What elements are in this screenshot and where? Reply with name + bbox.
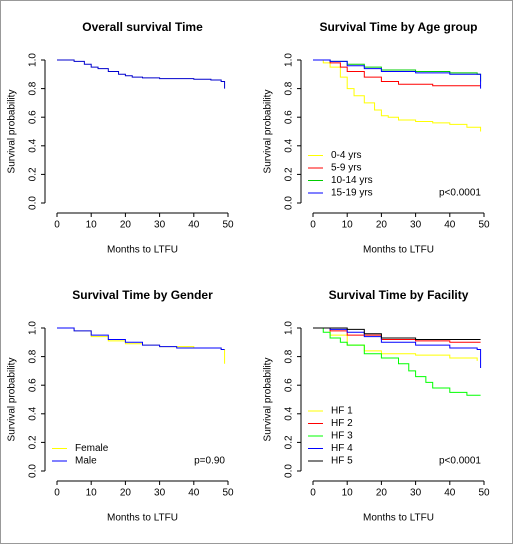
y-tick-label: 0.4 bbox=[284, 406, 295, 420]
x-tick-label: 50 bbox=[222, 220, 234, 231]
y-tick-label: 0.8 bbox=[284, 81, 295, 95]
y-tick-label: 1.0 bbox=[28, 53, 39, 67]
y-tick-label: 0.4 bbox=[28, 406, 39, 420]
legend-label: Male bbox=[75, 456, 97, 467]
y-tick-label: 0.8 bbox=[284, 349, 295, 363]
x-tick-label: 40 bbox=[188, 488, 200, 499]
y-tick-label: 0.0 bbox=[28, 196, 39, 210]
y-tick-label: 0.8 bbox=[28, 349, 39, 363]
x-tick-label: 20 bbox=[376, 220, 388, 231]
y-axis-label: Survival probability bbox=[263, 90, 274, 174]
y-axis-label: Survival probability bbox=[263, 358, 274, 442]
y-tick-label: 0.0 bbox=[284, 196, 295, 210]
survival-curve bbox=[313, 327, 481, 396]
y-tick-label: 0.4 bbox=[28, 138, 39, 152]
x-tick-label: 0 bbox=[310, 220, 316, 231]
x-axis-label: Months to LTFU bbox=[107, 513, 178, 524]
y-tick-label: 0.2 bbox=[28, 435, 39, 449]
x-tick-label: 0 bbox=[54, 220, 60, 231]
x-tick-label: 30 bbox=[154, 488, 166, 499]
legend-label: Female bbox=[75, 443, 109, 454]
x-tick-label: 0 bbox=[54, 488, 60, 499]
x-tick-label: 20 bbox=[120, 488, 132, 499]
legend-label: 15-19 yrs bbox=[331, 188, 373, 199]
x-tick-label: 50 bbox=[222, 488, 234, 499]
y-axis-label: Survival probability bbox=[7, 90, 18, 174]
legend-label: HF 2 bbox=[331, 418, 353, 429]
x-tick-label: 50 bbox=[478, 220, 490, 231]
survival-curve bbox=[313, 327, 482, 369]
survival-curve bbox=[313, 327, 481, 340]
y-axis-label: Survival probability bbox=[7, 358, 18, 442]
y-tick-label: 0.6 bbox=[28, 110, 39, 124]
p-value: p<0.0001 bbox=[439, 456, 481, 467]
x-axis-label: Months to LTFU bbox=[107, 245, 178, 256]
survival-curve bbox=[313, 59, 482, 89]
legend-label: 0-4 yrs bbox=[331, 150, 362, 161]
x-axis-label: Months to LTFU bbox=[363, 245, 434, 256]
x-tick-label: 10 bbox=[342, 220, 354, 231]
y-tick-label: 1.0 bbox=[28, 321, 39, 335]
legend-label: HF 4 bbox=[331, 443, 353, 454]
y-tick-label: 1.0 bbox=[284, 321, 295, 335]
survival-curve bbox=[313, 327, 478, 361]
y-tick-label: 0.2 bbox=[28, 167, 39, 181]
y-tick-label: 0.2 bbox=[284, 435, 295, 449]
legend-label: 10-14 yrs bbox=[331, 175, 373, 186]
x-tick-label: 10 bbox=[342, 488, 354, 499]
y-tick-label: 0.4 bbox=[284, 138, 295, 152]
chart-title: Survival Time by Gender bbox=[72, 288, 213, 302]
x-tick-label: 30 bbox=[410, 220, 422, 231]
x-tick-label: 40 bbox=[444, 488, 456, 499]
x-tick-label: 10 bbox=[86, 220, 98, 231]
legend-label: HF 1 bbox=[331, 406, 353, 417]
p-value: p=0.90 bbox=[194, 456, 225, 467]
x-tick-label: 20 bbox=[376, 488, 388, 499]
x-tick-label: 50 bbox=[478, 488, 490, 499]
y-tick-label: 0.6 bbox=[284, 110, 295, 124]
legend-label: 5-9 yrs bbox=[331, 163, 362, 174]
y-tick-label: 0.6 bbox=[284, 378, 295, 392]
x-tick-label: 40 bbox=[188, 220, 200, 231]
y-tick-label: 0.0 bbox=[284, 464, 295, 478]
chart-title: Survival Time by Facility bbox=[329, 288, 469, 302]
x-tick-label: 30 bbox=[154, 220, 166, 231]
x-tick-label: 10 bbox=[86, 488, 98, 499]
y-tick-label: 0.0 bbox=[28, 464, 39, 478]
x-tick-label: 0 bbox=[310, 488, 316, 499]
x-tick-label: 30 bbox=[410, 488, 422, 499]
y-tick-label: 0.2 bbox=[284, 167, 295, 181]
survival-curve bbox=[57, 327, 225, 350]
legend-label: HF 5 bbox=[331, 456, 353, 467]
legend-label: HF 3 bbox=[331, 431, 353, 442]
y-tick-label: 0.6 bbox=[28, 378, 39, 392]
x-tick-label: 20 bbox=[120, 220, 132, 231]
survival-curve bbox=[57, 59, 226, 89]
x-tick-label: 40 bbox=[444, 220, 456, 231]
chart-title: Survival Time by Age group bbox=[319, 20, 477, 34]
x-axis-label: Months to LTFU bbox=[363, 513, 434, 524]
y-tick-label: 0.8 bbox=[28, 81, 39, 95]
y-tick-label: 1.0 bbox=[284, 53, 295, 67]
chart-title: Overall survival Time bbox=[82, 20, 203, 34]
survival-curve bbox=[313, 59, 481, 87]
p-value: p<0.0001 bbox=[439, 188, 481, 199]
